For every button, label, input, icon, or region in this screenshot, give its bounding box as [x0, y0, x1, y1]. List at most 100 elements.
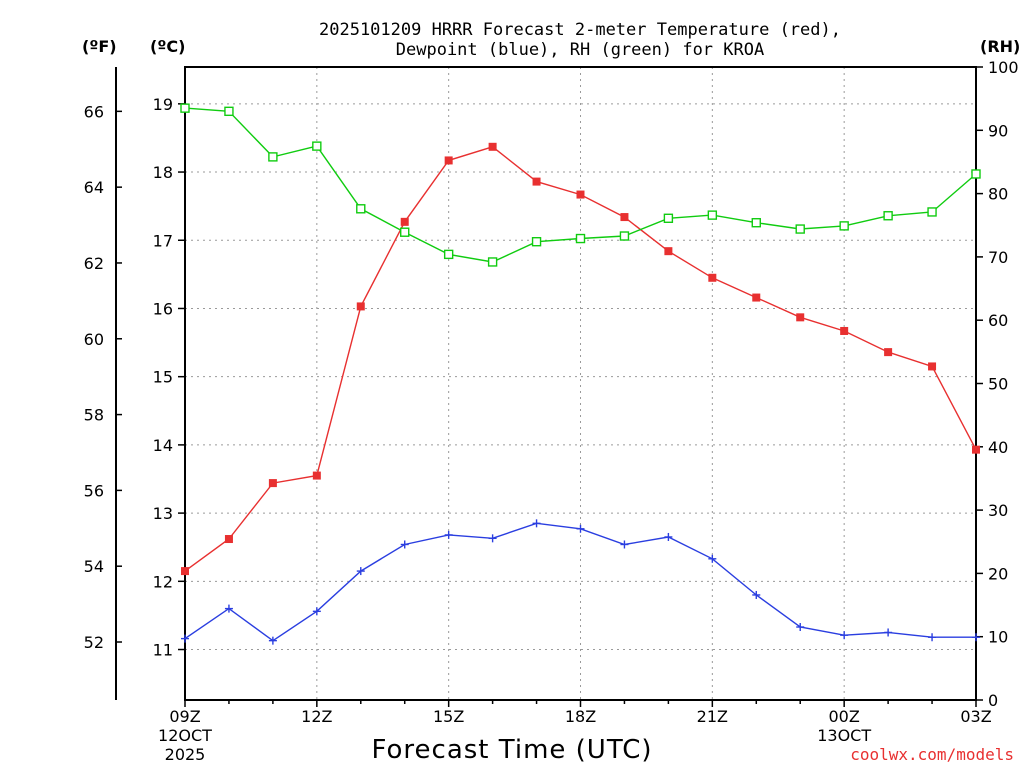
- x-tick-label: 00Z: [829, 707, 860, 726]
- series-red: [181, 142, 980, 576]
- fahrenheit-tick-label: 56: [84, 481, 104, 500]
- temperature-point: [884, 348, 893, 357]
- dewpoint-point: [576, 524, 585, 533]
- dewpoint-point: [488, 534, 497, 543]
- x-tick-label: 03Z: [960, 707, 991, 726]
- celsius-tick-label: 16: [153, 299, 173, 318]
- dewpoint-point: [224, 604, 233, 613]
- plot-frame: [184, 66, 977, 701]
- x-tick-label: 12Z: [301, 707, 332, 726]
- dewpoint-point: [972, 633, 980, 642]
- dewpoint-point: [356, 567, 365, 576]
- temperature-point: [532, 177, 541, 186]
- x-tick-date-label: 13OCT: [817, 726, 871, 745]
- temperature-point: [752, 293, 761, 302]
- rh-point: [268, 152, 278, 162]
- temperature-point: [796, 313, 805, 322]
- fahrenheit-tick-label: 64: [84, 178, 104, 197]
- temperature-point: [181, 567, 189, 576]
- rh-point: [443, 249, 454, 260]
- celsius-tick-label: 15: [153, 368, 173, 387]
- fahrenheit-tick-label: 52: [84, 633, 104, 652]
- dewpoint-point: [840, 631, 849, 640]
- temperature-point: [444, 156, 453, 165]
- rh-point: [180, 103, 190, 113]
- x-tick-label: 09Z: [169, 707, 200, 726]
- series-blue: [181, 519, 980, 645]
- temperature-point: [400, 217, 409, 226]
- rh-point: [839, 221, 849, 231]
- series-line-blue: [184, 522, 976, 642]
- rh-tick-label: 80: [988, 185, 1008, 204]
- x-tick-date-label: 12OCT: [158, 726, 212, 745]
- fahrenheit-tick-label: 54: [84, 557, 104, 576]
- dewpoint-point: [928, 633, 937, 642]
- axes: [115, 66, 977, 701]
- rh-tick-label: 30: [988, 501, 1008, 520]
- rh-point: [531, 237, 542, 247]
- x-tick-label: 18Z: [565, 707, 596, 726]
- rh-tick-label: 100: [988, 58, 1019, 77]
- rh-point: [707, 210, 718, 220]
- fahrenheit-tick-label: 58: [84, 406, 104, 425]
- dewpoint-point: [400, 540, 409, 549]
- temperature-point: [268, 479, 277, 488]
- rh-point: [356, 204, 366, 214]
- dewpoint-point: [752, 590, 761, 599]
- series-layer: [180, 103, 981, 645]
- dewpoint-point: [620, 540, 629, 549]
- celsius-tick-label: 14: [153, 436, 173, 455]
- rh-tick-label: 20: [988, 564, 1008, 583]
- rh-point: [487, 257, 498, 267]
- dewpoint-point: [444, 530, 453, 539]
- celsius-tick-label: 19: [153, 95, 173, 114]
- rh-tick-label: 90: [988, 121, 1008, 140]
- celsius-tick-label: 17: [153, 231, 173, 250]
- chart-title-line-2: Dewpoint (blue), RH (green) for KROA: [396, 40, 764, 60]
- chart-title-line-1: 2025101209 HRRR Forecast 2-meter Tempera…: [319, 20, 841, 40]
- series-line-red: [184, 146, 977, 572]
- rh-point: [312, 141, 322, 151]
- fahrenheit-tick-label: 62: [84, 254, 104, 273]
- temperature-point: [664, 247, 673, 256]
- fahrenheit-unit-label: (ºF): [82, 37, 117, 56]
- x-axis-title: Forecast Time (UTC): [371, 735, 652, 765]
- temperature-point: [224, 535, 233, 544]
- celsius-tick-label: 13: [153, 504, 173, 523]
- rh-tick-label: 70: [988, 248, 1008, 267]
- dewpoint-point: [796, 623, 805, 632]
- celsius-unit-label: (ºC): [150, 37, 185, 56]
- rh-tick-label: 0: [988, 691, 998, 710]
- grid: [185, 67, 976, 700]
- celsius-tick-label: 11: [153, 641, 173, 660]
- dewpoint-point: [532, 519, 541, 528]
- temperature-point: [488, 142, 497, 151]
- fahrenheit-tick-label: 60: [84, 330, 104, 349]
- temperature-point: [928, 362, 937, 371]
- rh-tick-label: 50: [988, 375, 1008, 394]
- dewpoint-point: [312, 607, 321, 616]
- dewpoint-point: [181, 634, 189, 643]
- rh-point: [883, 211, 893, 221]
- dewpoint-point: [884, 628, 893, 637]
- rh-point: [795, 224, 805, 234]
- rh-tick-label: 10: [988, 628, 1008, 647]
- temperature-point: [708, 273, 717, 282]
- rh-tick-label: 40: [988, 438, 1008, 457]
- series-green: [180, 103, 981, 267]
- rh-point: [751, 218, 761, 228]
- credit-text: coolwx.com/models: [850, 745, 1014, 764]
- celsius-tick-label: 12: [153, 572, 173, 591]
- dewpoint-point: [664, 532, 673, 541]
- temperature-point: [356, 302, 365, 311]
- rh-point: [575, 233, 586, 244]
- fahrenheit-tick-label: 66: [84, 102, 104, 121]
- rh-point: [927, 207, 937, 217]
- rh-tick-label: 60: [988, 311, 1008, 330]
- temperature-point: [620, 213, 629, 222]
- rh-point: [224, 106, 234, 117]
- rh-point: [400, 227, 410, 237]
